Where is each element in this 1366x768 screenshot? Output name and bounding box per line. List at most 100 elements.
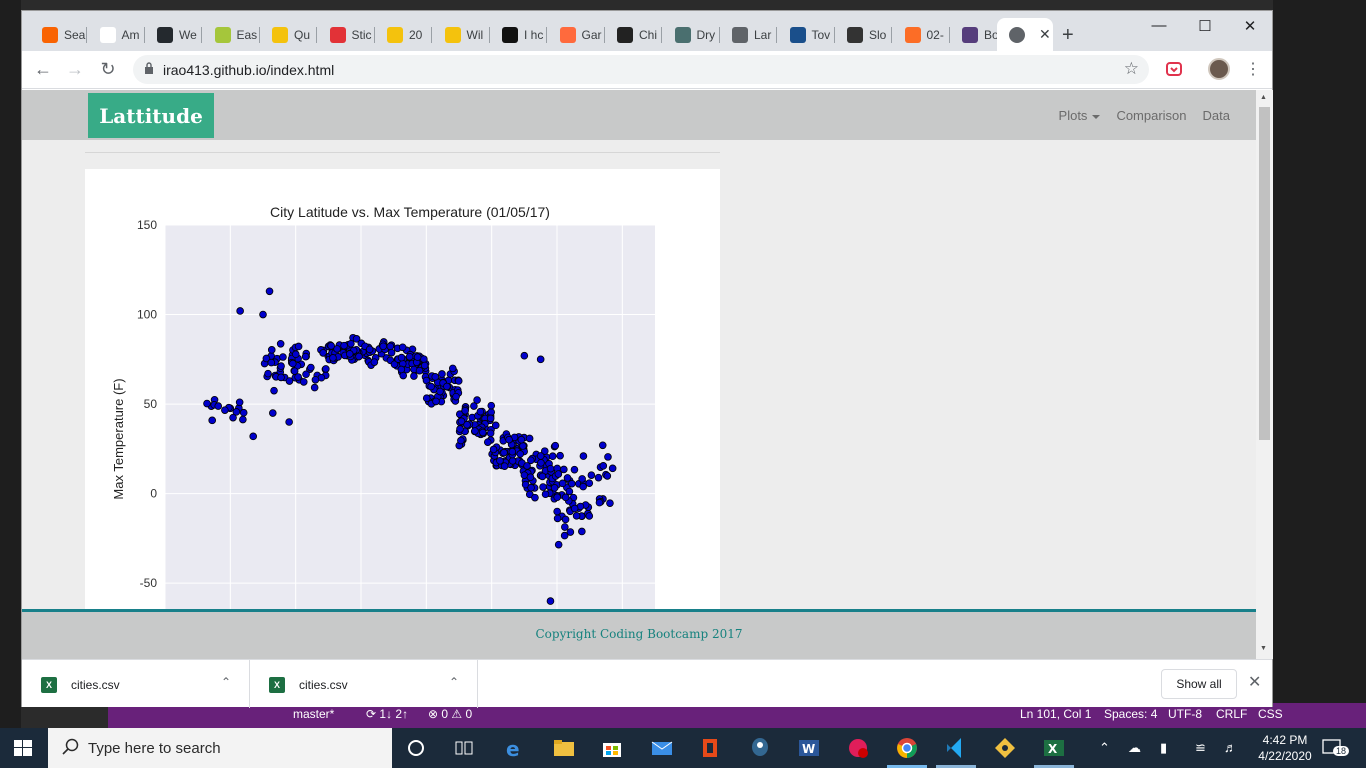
browser-tab[interactable]: 20 — [375, 18, 432, 51]
scatter-point — [486, 414, 495, 423]
browser-tab[interactable]: Eas — [203, 18, 260, 51]
task-view-icon[interactable] — [452, 736, 476, 760]
problems-count[interactable]: ⊗ 0 ⚠ 0 — [428, 707, 473, 721]
scatter-point — [539, 483, 547, 491]
site-brand[interactable]: Lattitude — [88, 93, 214, 138]
tab-title: 02- — [926, 27, 944, 42]
taskbar-search[interactable]: Type here to search — [48, 728, 392, 768]
scatter-point — [355, 352, 363, 361]
scatter-point — [598, 441, 607, 450]
scroll-down-arrow-icon[interactable]: ▼ — [1260, 645, 1267, 652]
scatter-point — [319, 349, 327, 357]
excel-icon[interactable]: X — [1042, 736, 1066, 760]
close-downloads-bar-icon[interactable]: ✕ — [1248, 674, 1262, 691]
browser-tab[interactable]: Lar — [720, 18, 777, 51]
browser-tab[interactable]: Stic — [318, 18, 375, 51]
maximize-button[interactable]: ☐ — [1198, 18, 1212, 35]
scatter-point — [221, 406, 229, 414]
line-endings[interactable]: CRLF — [1216, 707, 1248, 721]
show-hidden-icons-icon[interactable]: ⌃ — [1099, 740, 1110, 755]
scrollbar-thumb[interactable] — [1259, 107, 1270, 440]
vscode-icon[interactable] — [944, 736, 968, 760]
chevron-up-icon[interactable]: ⌃ — [220, 675, 231, 689]
language-mode[interactable]: CSS — [1258, 707, 1283, 721]
nav-plots-dropdown[interactable]: Plots — [1059, 108, 1101, 123]
nav-data[interactable]: Data — [1202, 108, 1230, 123]
chrome-icon[interactable] — [895, 736, 919, 760]
browser-tab[interactable]: Wil — [433, 18, 490, 51]
browser-tab[interactable]: Sea — [30, 18, 87, 51]
wifi-icon[interactable]: ≌ — [1195, 740, 1206, 755]
profile-avatar[interactable] — [1208, 58, 1230, 80]
back-button[interactable]: ← — [34, 59, 52, 79]
browser-tab[interactable]: Dry — [663, 18, 720, 51]
lock-icon — [145, 62, 153, 74]
scatter-point — [537, 459, 545, 467]
show-all-downloads-button[interactable]: Show all — [1161, 669, 1237, 699]
svg-text:e: e — [506, 737, 520, 760]
system-clock[interactable]: 4:42 PM 4/22/2020 — [1253, 732, 1317, 764]
scatter-point — [553, 507, 561, 516]
scatter-point — [277, 362, 285, 370]
close-window-button[interactable]: ✕ — [1243, 18, 1257, 35]
git-branch[interactable]: master* — [293, 707, 335, 721]
minimize-button[interactable]: — — [1151, 17, 1167, 34]
bookmark-star-icon[interactable]: ☆ — [1123, 59, 1139, 78]
browser-tab[interactable]: Chi — [605, 18, 662, 51]
indentation[interactable]: Spaces: 4 — [1104, 707, 1158, 721]
onedrive-icon[interactable]: ☁ — [1128, 740, 1141, 755]
pocket-extension-icon[interactable] — [1166, 61, 1182, 77]
gitkraken-icon[interactable] — [993, 736, 1017, 760]
close-tab-icon[interactable]: ✕ — [1039, 26, 1051, 42]
browser-tab[interactable]: Am — [88, 18, 145, 51]
browser-tab[interactable]: 02- — [893, 18, 950, 51]
download-item[interactable]: X cities.csv ⌃ — [250, 660, 478, 708]
scatter-point — [279, 353, 287, 361]
scatter-point — [285, 377, 294, 385]
office-icon[interactable] — [698, 736, 722, 760]
action-center-icon[interactable]: 18 — [1322, 738, 1350, 758]
reload-button[interactable]: ↻ — [100, 59, 116, 79]
nav-comparison[interactable]: Comparison — [1116, 108, 1187, 123]
scatter-point — [379, 342, 388, 351]
browser-tab[interactable]: Slo — [835, 18, 892, 51]
file-explorer-icon[interactable] — [552, 736, 576, 760]
scatter-point — [262, 354, 271, 363]
tab-title: Qu — [294, 27, 311, 42]
browser-tab[interactable]: I hc — [490, 18, 547, 51]
windows-start-icon[interactable] — [14, 740, 32, 756]
edge-icon[interactable]: e — [503, 736, 527, 760]
postgres-icon[interactable] — [748, 736, 772, 760]
forward-button[interactable]: → — [66, 59, 84, 79]
browser-tab[interactable]: Gar — [548, 18, 605, 51]
github-icon — [157, 26, 173, 43]
scroll-up-arrow-icon[interactable]: ▲ — [1260, 94, 1267, 101]
cortana-icon[interactable] — [404, 736, 428, 760]
git-sync[interactable]: ⟳ 1↓ 2↑ — [366, 707, 409, 721]
browser-tab[interactable]: Tov — [778, 18, 835, 51]
address-bar[interactable]: irao413.github.io/index.html ☆ — [133, 55, 1149, 84]
volume-icon[interactable]: ♬ — [1224, 740, 1237, 755]
scatter-point — [208, 416, 216, 425]
download-item[interactable]: X cities.csv ⌃ — [22, 660, 250, 708]
cursor-position[interactable]: Ln 101, Col 1 — [1020, 707, 1092, 721]
new-tab-button[interactable]: + — [1062, 24, 1074, 46]
mail-icon[interactable] — [650, 736, 674, 760]
scatter-point — [438, 370, 446, 378]
store-icon[interactable] — [600, 736, 624, 760]
scatter-point — [538, 472, 547, 481]
scatter-point — [487, 401, 496, 410]
scatter-point — [461, 406, 469, 415]
scatter-point — [561, 515, 570, 524]
encoding[interactable]: UTF-8 — [1168, 707, 1202, 721]
page-scrollbar[interactable]: ▲ ▼ — [1256, 90, 1273, 659]
word-icon[interactable]: W — [797, 736, 821, 760]
chevron-up-icon[interactable]: ⌃ — [448, 675, 459, 689]
browser-tab[interactable]: We — [145, 18, 202, 51]
tab-active[interactable]: ✕ — [997, 18, 1053, 51]
chrome-menu-icon[interactable]: ⋮ — [1245, 61, 1261, 78]
browser-tab[interactable]: Qu — [260, 18, 317, 51]
slack-icon[interactable] — [846, 736, 870, 760]
battery-icon[interactable]: ▮ — [1160, 740, 1168, 755]
tab-title: Gar — [581, 27, 602, 42]
